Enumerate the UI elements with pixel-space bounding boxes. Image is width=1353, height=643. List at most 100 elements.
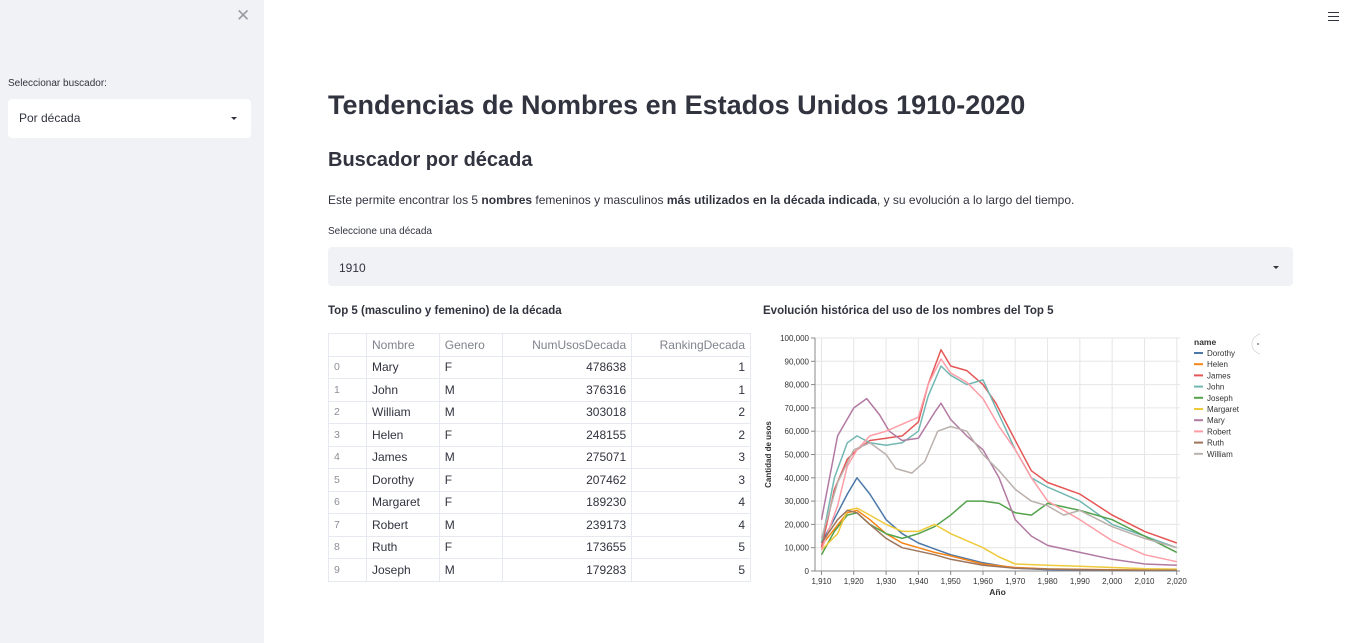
table-row[interactable]: 4 James M 275071 3 (328, 445, 751, 469)
row-index: 4 (328, 445, 367, 469)
table-row[interactable]: 1 John M 376316 1 (328, 378, 751, 402)
row-index: 2 (328, 400, 367, 424)
table-row[interactable]: 5 Dorothy F 207462 3 (328, 468, 751, 492)
table-row[interactable]: 6 Margaret F 189230 4 (328, 490, 751, 514)
table-cell: M (438, 513, 503, 537)
table-row[interactable]: 2 William M 303018 2 (328, 400, 751, 424)
table-cell: Mary (366, 355, 440, 379)
table-cell: Joseph (366, 558, 440, 582)
series-line-margaret (820, 507, 1177, 570)
series-line-john (820, 365, 1178, 549)
table-cell: 376316 (501, 378, 633, 402)
search-selector[interactable]: Por década (8, 99, 251, 138)
page-title: Tendencias de Nombres en Estados Unidos … (328, 90, 1026, 120)
table-row[interactable]: 0 Mary F 478638 1 (328, 355, 751, 379)
x-tick-label: 1,940 (908, 577, 929, 586)
table-row[interactable]: 8 Ruth F 173655 5 (328, 535, 751, 559)
y-tick-label: 10,000 (785, 544, 810, 553)
table-cell: Robert (366, 513, 440, 537)
table-row[interactable]: 3 Helen F 248155 2 (328, 423, 751, 447)
y-tick-label: 0 (805, 567, 810, 576)
series-line-william (820, 425, 1178, 549)
row-index: 3 (328, 423, 367, 447)
row-index: 8 (328, 535, 367, 559)
table-cell: Margaret (366, 490, 440, 514)
table-title: Top 5 (masculino y femenino) de la décad… (328, 305, 562, 317)
legend-item: William (1207, 450, 1233, 459)
legend-item: John (1207, 383, 1224, 392)
close-icon[interactable]: ✕ (236, 6, 251, 25)
table-cell: 2 (631, 400, 751, 424)
column-header[interactable] (328, 333, 367, 357)
top5-table[interactable]: Nombre Genero NumUsosDecada RankingDecada 0… (328, 333, 751, 582)
table-cell: John (366, 378, 440, 402)
y-tick-label: 100,000 (780, 334, 809, 343)
column-header[interactable]: Nombre (366, 333, 440, 357)
row-index: 0 (328, 355, 367, 379)
legend-item: Helen (1207, 360, 1228, 369)
y-tick-label: 50,000 (785, 451, 810, 460)
chart-title: Evolución histórica del uso de los nombr… (763, 305, 1054, 317)
column-header[interactable]: NumUsosDecada (501, 333, 633, 357)
x-tick-label: 1,920 (844, 577, 865, 586)
trend-line-chart[interactable]: 0 10,000 20,000 30,000 40,000 50,000 60,000 70,… (760, 330, 1260, 605)
chart-actions-icon[interactable] (1251, 333, 1260, 355)
table-cell: M (438, 558, 503, 582)
table-cell: 173655 (501, 535, 633, 559)
column-header[interactable]: Genero (438, 333, 503, 357)
x-tick-label: 2,010 (1134, 577, 1155, 586)
series-line-ruth (820, 509, 1177, 572)
row-index: 7 (328, 513, 367, 537)
x-tick-label: 1,930 (876, 577, 897, 586)
table-cell: 2 (631, 423, 751, 447)
legend-item: Ruth (1207, 439, 1224, 448)
x-tick-label: 1,980 (1038, 577, 1059, 586)
x-tick-label: 1,970 (1005, 577, 1026, 586)
table-cell: F (438, 355, 503, 379)
table-cell: 5 (631, 535, 751, 559)
table-cell: F (438, 468, 503, 492)
legend-title: name (1194, 337, 1216, 347)
x-tick-label: 2,020 (1167, 577, 1188, 586)
section-title: Buscador por década (328, 149, 533, 171)
x-axis-title: Año (989, 587, 1006, 597)
x-tick-label: 2,000 (1102, 577, 1123, 586)
y-tick-label: 20,000 (785, 520, 810, 529)
x-tick-label: 1,990 (1070, 577, 1091, 586)
row-index: 9 (328, 558, 367, 582)
column-header[interactable]: RankingDecada (631, 333, 751, 357)
table-cell: 1 (631, 355, 751, 379)
table-cell: F (438, 423, 503, 447)
y-tick-label: 80,000 (785, 381, 810, 390)
table-cell: F (438, 490, 503, 514)
table-cell: 303018 (501, 400, 633, 424)
table-cell: 239173 (501, 513, 633, 537)
table-row[interactable]: 9 Joseph M 179283 5 (328, 558, 751, 582)
row-index: 5 (328, 468, 367, 492)
legend-item: Robert (1207, 427, 1232, 436)
row-index: 1 (328, 378, 367, 402)
legend-item: Mary (1207, 416, 1225, 425)
legend-item: Dorothy (1207, 349, 1235, 358)
y-tick-label: 60,000 (785, 427, 810, 436)
table-cell: M (438, 400, 503, 424)
table-row[interactable]: 7 Robert M 239173 4 (328, 513, 751, 537)
search-selector-label: Seleccionar buscador: (8, 78, 107, 89)
table-cell: M (438, 445, 503, 469)
table-cell: 4 (631, 513, 751, 537)
table-cell: 478638 (501, 355, 633, 379)
x-tick-label: 1,960 (973, 577, 994, 586)
series-line-mary (820, 397, 1177, 566)
sidebar: ✕ Seleccionar buscador: Por década (0, 0, 264, 643)
y-axis-title: Cantidad de usos (764, 421, 773, 488)
hamburger-icon[interactable] (1328, 12, 1339, 24)
description: Este permite encontrar los 5 nombres fem… (328, 193, 1075, 207)
table-cell: 179283 (501, 558, 633, 582)
table-cell: 248155 (501, 423, 633, 447)
y-tick-label: 70,000 (785, 404, 810, 413)
decade-selector-value: 1910 (339, 261, 366, 275)
decade-selector[interactable]: 1910 (328, 247, 1293, 286)
table-cell: 3 (631, 445, 751, 469)
x-tick-label: 1,950 (941, 577, 962, 586)
table-cell: James (366, 445, 440, 469)
